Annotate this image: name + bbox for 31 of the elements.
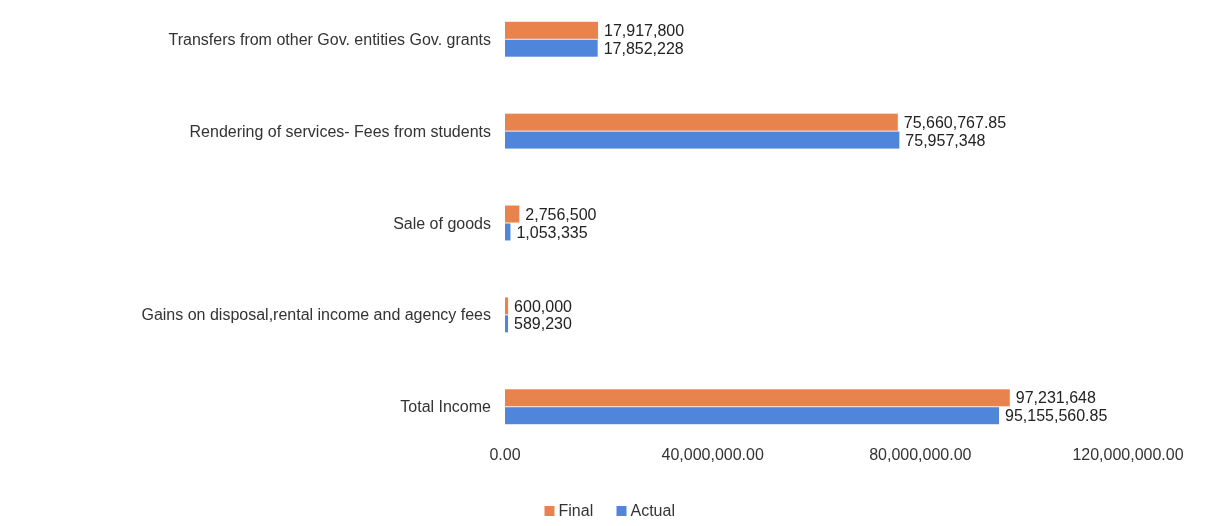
bar — [505, 315, 509, 333]
bar — [505, 389, 1010, 407]
bar — [505, 223, 511, 241]
data-label: 75,660,767.85 — [903, 113, 1007, 131]
y-tick-label: Rendering of services- Fees from students — [189, 122, 491, 140]
bar — [505, 407, 1000, 425]
x-tick-label: 40,000,000.00 — [661, 446, 764, 463]
data-label: 1,053,335 — [516, 223, 588, 241]
data-label: 589,230 — [514, 315, 572, 333]
y-tick-label: Gains on disposal,rental income and agency fees — [141, 306, 491, 324]
bar — [505, 297, 509, 315]
data-label: 17,852,228 — [603, 39, 684, 57]
data-label: 2,756,500 — [525, 205, 597, 223]
x-tick-label: 0.00 — [489, 446, 521, 463]
bar — [505, 113, 898, 131]
data-label: 75,957,348 — [905, 131, 986, 149]
bar — [505, 21, 599, 39]
data-label: 97,231,648 — [1015, 389, 1096, 407]
y-tick-label: Sale of goods — [393, 214, 491, 232]
bar — [505, 205, 520, 223]
legend-label: Final — [558, 502, 594, 519]
bar — [505, 131, 900, 149]
bar — [505, 39, 598, 57]
y-tick-label: Transfers from other Gov. entities Gov. grants — [168, 30, 491, 48]
x-tick-label: 120,000,000.00 — [1072, 446, 1184, 463]
x-tick-label: 80,000,000.00 — [869, 446, 972, 463]
data-label: 95,155,560.85 — [1005, 407, 1108, 425]
y-tick-label: Total Income — [400, 398, 492, 416]
legend-label: Actual — [630, 502, 675, 519]
data-label: 17,917,800 — [604, 21, 685, 39]
data-label: 600,000 — [514, 297, 573, 315]
